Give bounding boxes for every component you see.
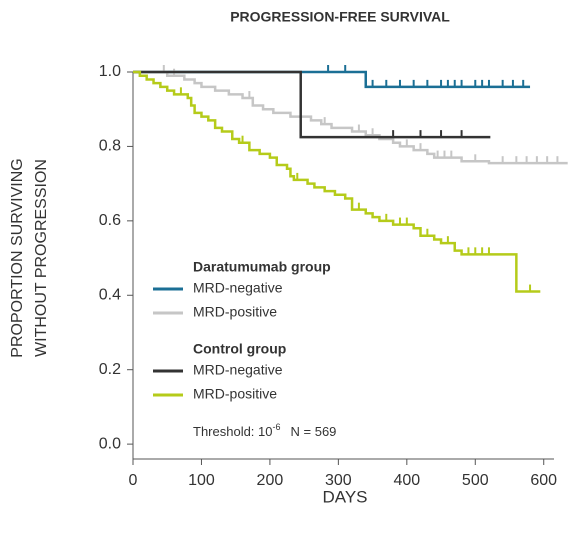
annotation-superscript: -6 — [273, 422, 281, 432]
x-axis-label: DAYS — [322, 487, 367, 506]
annotation: Threshold: 10-6 N = 569 — [193, 422, 336, 439]
y-tick-label: 0.6 — [99, 212, 121, 229]
x-tick-label: 600 — [530, 472, 557, 489]
y-tick-label: 1.0 — [99, 63, 121, 80]
y-axis-label: PROPORTION SURVIVING — [9, 158, 26, 357]
legend-label: MRD-negative — [193, 362, 283, 378]
y-tick-label: 0.4 — [99, 286, 121, 303]
survival-curve — [133, 70, 491, 139]
survival-curve — [133, 70, 541, 293]
x-tick-label: 400 — [393, 472, 420, 489]
y-tick-label: 0.2 — [99, 361, 121, 378]
legend-label: MRD-positive — [193, 386, 277, 402]
legend-label: MRD-positive — [193, 304, 277, 320]
x-tick-label: 100 — [188, 472, 215, 489]
chart-title: PROGRESSION-FREE SURVIVAL — [230, 9, 450, 25]
y-tick-label: 0.8 — [99, 138, 121, 155]
annotation-text: Threshold: 10 — [193, 424, 273, 439]
legend-label: MRD-negative — [193, 280, 283, 296]
legend-group-title: Control group — [193, 341, 286, 357]
legend-group-title: Daratumumab group — [193, 259, 331, 275]
x-tick-label: 0 — [129, 472, 138, 489]
x-tick-label: 200 — [257, 472, 284, 489]
survival-curve — [133, 70, 568, 165]
x-tick-label: 500 — [462, 472, 489, 489]
annotation-n: N = 569 — [291, 424, 337, 439]
y-axis-label: WITHOUT PROGRESSION — [33, 159, 50, 357]
y-tick-label: 0.0 — [99, 435, 121, 452]
x-tick-label: 300 — [325, 472, 352, 489]
